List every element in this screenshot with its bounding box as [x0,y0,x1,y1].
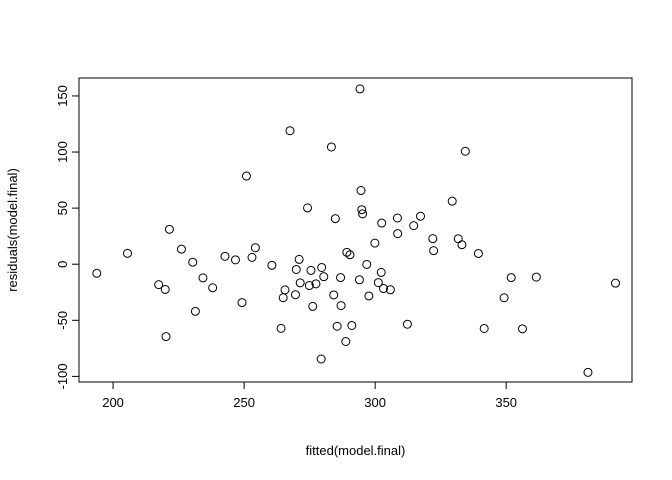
y-tick-label-2: 0 [55,261,70,268]
data-point-16 [250,243,260,253]
data-point-67 [460,146,470,156]
data-point-17 [267,260,277,270]
data-point-10 [208,283,218,293]
data-point-39 [336,301,346,311]
data-point-28 [306,265,316,275]
x-axis-label: fitted(model.final) [306,443,406,458]
data-point-55 [379,284,389,294]
y-axis: -100 -50 0 50 100 150 [55,85,80,389]
x-tick-label-0: 200 [102,395,124,410]
data-point-49 [362,259,372,269]
data-point-13 [237,298,247,308]
data-point-72 [517,324,527,334]
data-point-60 [409,221,419,231]
data-point-61 [415,211,425,221]
data-point-66 [457,240,467,250]
data-point-6 [176,244,186,254]
data-point-12 [230,255,240,265]
data-point-62 [428,234,438,244]
data-point-74 [583,367,593,377]
data-point-27 [304,281,314,291]
x-axis: 200 250 300 350 [102,381,517,410]
y-tick-label-1: -50 [55,311,70,330]
data-point-64 [447,196,457,206]
data-point-3 [160,284,170,294]
data-point-75 [610,278,620,288]
data-point-7 [188,257,198,267]
data-points [92,84,620,377]
data-point-18 [276,323,286,333]
data-point-54 [377,218,387,228]
data-point-41 [342,247,352,257]
data-point-48 [358,209,368,219]
data-point-58 [393,229,403,239]
data-point-22 [290,290,300,300]
data-point-51 [370,238,380,248]
data-point-50 [364,291,374,301]
data-point-4 [161,332,171,342]
data-point-5 [164,224,174,234]
data-point-35 [329,290,339,300]
data-point-38 [336,273,346,283]
data-point-63 [429,246,439,256]
data-point-25 [295,278,305,288]
data-point-46 [356,186,366,196]
data-point-36 [330,214,340,224]
data-point-37 [332,321,342,331]
data-point-26 [303,203,313,213]
data-point-8 [190,306,200,316]
data-point-59 [402,319,412,329]
data-point-14 [241,171,251,181]
data-point-42 [345,250,355,260]
x-tick-label-1: 250 [233,395,255,410]
data-point-33 [319,272,329,282]
data-point-47 [357,205,367,215]
data-point-30 [311,279,321,289]
y-tick-label-3: 50 [55,201,70,215]
data-point-53 [376,267,386,277]
data-point-15 [247,252,257,262]
data-point-73 [531,272,541,282]
data-point-20 [280,285,290,295]
data-point-24 [294,254,304,264]
data-point-57 [392,213,402,223]
y-tick-label-4: 100 [55,141,70,163]
y-axis-label: residuals(model.final) [5,168,20,292]
data-point-52 [373,278,383,288]
data-point-44 [354,275,364,285]
data-point-68 [473,248,483,258]
data-point-11 [220,251,230,261]
data-point-19 [278,293,288,303]
data-point-9 [198,273,208,283]
x-tick-label-3: 350 [495,395,517,410]
data-point-71 [506,273,516,283]
data-point-43 [347,320,357,330]
y-tick-label-0: -100 [55,363,70,389]
data-point-1 [122,248,132,258]
data-point-0 [92,268,102,278]
data-point-21 [285,126,295,136]
data-point-65 [453,234,463,244]
data-point-32 [317,262,327,272]
data-point-56 [385,285,395,295]
data-point-31 [316,354,326,364]
data-point-34 [326,142,336,152]
data-point-29 [308,301,318,311]
y-tick-label-5: 150 [55,85,70,107]
data-point-70 [499,293,509,303]
x-tick-label-2: 300 [364,395,386,410]
data-point-45 [355,84,365,94]
data-point-69 [479,323,489,333]
data-point-2 [154,280,164,290]
data-point-23 [291,264,301,274]
data-point-40 [341,337,351,347]
